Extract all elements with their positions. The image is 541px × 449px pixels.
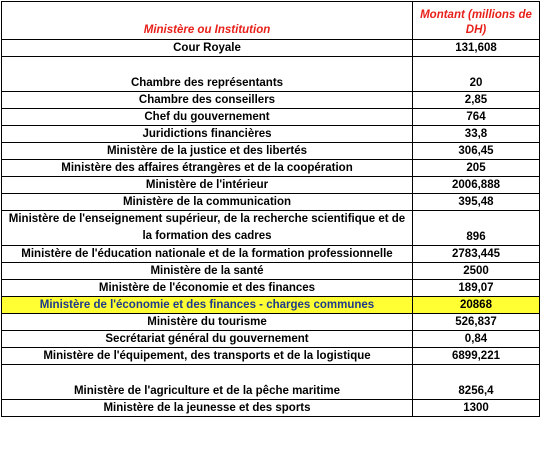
row-amount: 896 [412,210,540,246]
table-row: Ministère de la santé 2500 [1,262,540,280]
table-row: Ministère du tourisme 526,837 [1,313,540,331]
row-name: Cour Royale [1,39,413,57]
row-name: Ministère de l'agriculture et de la pêch… [1,364,413,400]
row-name: Ministère de l'équipement, des transport… [1,347,413,365]
table-row: Cour Royale 131,608 [1,39,540,57]
row-name: Chambre des représentants [1,56,413,92]
row-amount: 8256,4 [412,364,540,400]
table-row: Chambre des conseillers 2,85 [1,91,540,109]
row-name: Ministère de la santé [1,262,413,280]
row-name: Chambre des conseillers [1,91,413,109]
row-amount: 526,837 [412,313,540,331]
table-row: Chef du gouvernement 764 [1,108,540,126]
table-row: Ministère de l'éducation nationale et de… [1,245,540,263]
table-row: Chambre des représentants 20 [1,56,540,92]
row-amount: 2006,888 [412,176,540,194]
table-row: Ministère de l'économie et des finances … [1,279,540,297]
row-amount: 205 [412,159,540,177]
table-row: Ministère de l'agriculture et de la pêch… [1,364,540,400]
table-row: Ministère de l'équipement, des transport… [1,347,540,365]
row-amount: 2500 [412,262,540,280]
table-header-row: Ministère ou Institution Montant (millio… [1,1,540,40]
row-amount: 764 [412,108,540,126]
table-row: Ministère de la justice et des libertés … [1,142,540,160]
table-row: Ministère de l'intérieur 2006,888 [1,176,540,194]
row-name: Ministère du tourisme [1,313,413,331]
header-amount: Montant (millions de DH) [412,1,540,40]
row-amount: 2783,445 [412,245,540,263]
row-name: Chef du gouvernement [1,108,413,126]
row-name: Ministère de l'éducation nationale et de… [1,245,413,263]
row-amount: 395,48 [412,193,540,211]
row-amount: 33,8 [412,125,540,143]
row-name: Ministère de la justice et des libertés [1,142,413,160]
row-name: Ministère de la jeunesse et des sports [1,399,413,417]
row-name: Ministère de l'économie et des finances [1,279,413,297]
row-name: Ministère de l'intérieur [1,176,413,194]
budget-table: Ministère ou Institution Montant (millio… [1,1,540,417]
row-name: Secrétariat général du gouvernement [1,330,413,348]
row-amount: 1300 [412,399,540,417]
row-name: Juridictions financières [1,125,413,143]
table-row: Juridictions financières 33,8 [1,125,540,143]
row-amount: 20 [412,56,540,92]
table-row: Ministère des affaires étrangères et de … [1,159,540,177]
row-name: Ministère de l'économie et des finances … [1,296,413,314]
row-amount: 20868 [412,296,540,314]
row-name: Ministère de l'enseignement supérieur, d… [1,210,413,246]
row-amount: 306,45 [412,142,540,160]
row-amount: 0,84 [412,330,540,348]
table-row: Secrétariat général du gouvernement 0,84 [1,330,540,348]
row-name: Ministère des affaires étrangères et de … [1,159,413,177]
table-row: Ministère de l'enseignement supérieur, d… [1,210,540,246]
row-amount: 6899,221 [412,347,540,365]
table-row: Ministère de la jeunesse et des sports 1… [1,399,540,417]
row-amount: 131,608 [412,39,540,57]
row-name: Ministère de la communication [1,193,413,211]
row-amount: 189,07 [412,279,540,297]
row-amount: 2,85 [412,91,540,109]
header-ministry: Ministère ou Institution [1,1,413,40]
table-row-highlighted: Ministère de l'économie et des finances … [1,296,540,314]
table-row: Ministère de la communication 395,48 [1,193,540,211]
